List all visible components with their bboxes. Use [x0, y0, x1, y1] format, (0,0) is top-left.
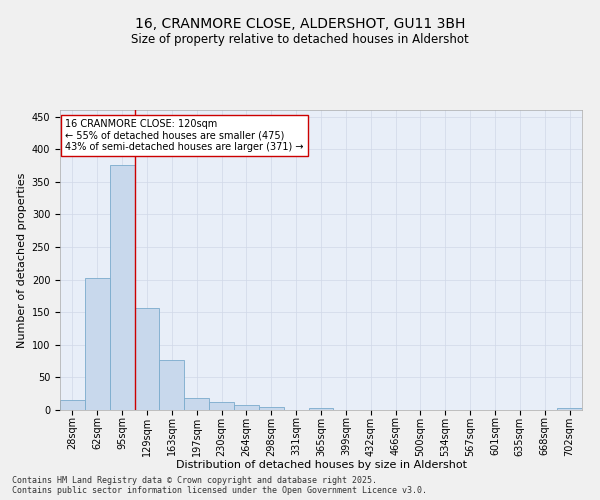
- Bar: [85, 278, 110, 410]
- Text: Contains HM Land Registry data © Crown copyright and database right 2025.
Contai: Contains HM Land Registry data © Crown c…: [12, 476, 427, 495]
- Bar: [209, 402, 234, 410]
- Text: Size of property relative to detached houses in Aldershot: Size of property relative to detached ho…: [131, 32, 469, 46]
- Bar: [259, 406, 284, 410]
- Bar: [134, 308, 160, 410]
- Bar: [184, 398, 209, 410]
- Bar: [160, 360, 184, 410]
- Bar: [234, 406, 259, 410]
- Text: 16, CRANMORE CLOSE, ALDERSHOT, GU11 3BH: 16, CRANMORE CLOSE, ALDERSHOT, GU11 3BH: [135, 18, 465, 32]
- Bar: [60, 400, 85, 410]
- X-axis label: Distribution of detached houses by size in Aldershot: Distribution of detached houses by size …: [176, 460, 467, 470]
- Bar: [557, 408, 582, 410]
- Bar: [308, 408, 334, 410]
- Text: 16 CRANMORE CLOSE: 120sqm
← 55% of detached houses are smaller (475)
43% of semi: 16 CRANMORE CLOSE: 120sqm ← 55% of detac…: [65, 119, 304, 152]
- Y-axis label: Number of detached properties: Number of detached properties: [17, 172, 28, 348]
- Bar: [110, 166, 134, 410]
